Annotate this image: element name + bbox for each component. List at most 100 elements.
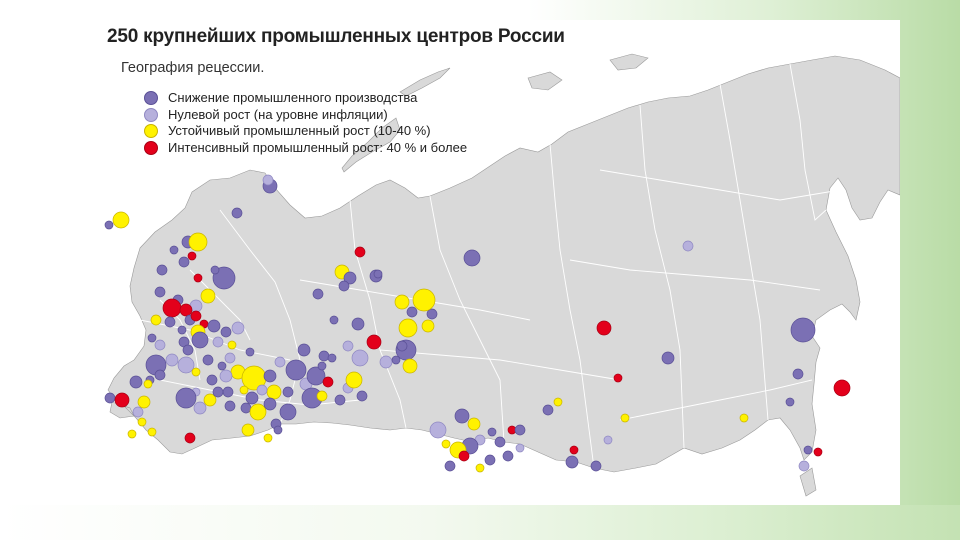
- decline-city-marker: [220, 326, 232, 338]
- steady-growth-city-marker: [127, 429, 137, 439]
- zero-growth-city-marker: [515, 443, 525, 453]
- steady-growth-city-marker: [227, 340, 237, 350]
- decline-city-marker: [514, 424, 526, 436]
- steady-growth-city-marker: [239, 385, 249, 395]
- region-border-line: [189, 269, 251, 341]
- steady-growth-city-marker: [467, 417, 481, 431]
- legend-label: Нулевой рост (на уровне инфляции): [168, 106, 388, 122]
- zero-growth-city-marker: [165, 353, 179, 367]
- decline-city-marker: [463, 249, 481, 267]
- decline-city-marker: [790, 317, 816, 343]
- steady-growth-city-marker: [394, 294, 410, 310]
- decline-city-marker: [565, 455, 579, 469]
- steady-growth-city-marker: [137, 417, 147, 427]
- zero-growth-city-marker: [798, 460, 810, 472]
- decline-city-marker: [338, 280, 350, 292]
- decline-city-marker: [129, 375, 143, 389]
- zero-growth-city-marker: [231, 321, 245, 335]
- decline-city-marker: [245, 391, 259, 405]
- intense-growth-marker-icon: [144, 140, 158, 155]
- decline-city-marker: [396, 340, 408, 352]
- decline-city-marker: [245, 347, 255, 357]
- decline-city-marker: [329, 315, 339, 325]
- decline-city-marker: [279, 403, 297, 421]
- intense-growth-city-marker: [458, 450, 470, 462]
- region-border-line: [349, 199, 407, 429]
- decline-city-marker: [803, 445, 813, 455]
- intense-growth-city-marker: [366, 334, 382, 350]
- decline-city-marker: [297, 343, 311, 357]
- industrial-centers: [104, 174, 851, 473]
- decline-city-marker: [178, 256, 190, 268]
- legend-label: Устойчивый промышленный рост (10-40 %): [168, 123, 431, 138]
- steady-growth-city-marker: [249, 403, 267, 421]
- region-border-line: [599, 169, 841, 201]
- legend-item-steady-growth: Устойчивый промышленный рост (10-40 %): [144, 123, 504, 140]
- region-border-line: [549, 143, 595, 469]
- intense-growth-city-marker: [354, 246, 366, 258]
- map-title: 250 крупнейших промышленных центров Росс…: [107, 26, 565, 47]
- zero-growth-city-marker: [342, 340, 354, 352]
- decline-city-marker: [156, 264, 168, 276]
- zero-growth-city-marker: [224, 352, 236, 364]
- decline-city-marker: [454, 408, 470, 424]
- russia-map: [104, 53, 900, 497]
- legend-item-intense-growth: Интенсивный промышленный рост: 40 % и бо…: [144, 140, 504, 157]
- steady-growth-city-marker: [398, 318, 418, 338]
- intense-growth-city-marker: [114, 392, 130, 408]
- steady-growth-city-marker: [200, 288, 216, 304]
- decline-city-marker: [263, 369, 277, 383]
- intense-growth-city-marker: [184, 432, 196, 444]
- decline-city-marker: [661, 351, 675, 365]
- steady-growth-city-marker: [137, 395, 151, 409]
- decline-city-marker: [207, 319, 221, 333]
- zero-growth-city-marker: [212, 336, 224, 348]
- zero-growth-city-marker: [219, 369, 233, 383]
- zero-growth-city-marker: [429, 421, 447, 439]
- decline-city-marker: [104, 392, 116, 404]
- steady-growth-city-marker: [316, 390, 328, 402]
- steady-growth-city-marker: [620, 413, 630, 423]
- steady-growth-city-marker: [739, 413, 749, 423]
- intense-growth-city-marker: [613, 373, 623, 383]
- region-border-line: [429, 195, 505, 443]
- decline-city-marker: [306, 366, 326, 386]
- region-border-line: [219, 209, 301, 425]
- decline-city-marker: [263, 397, 277, 411]
- decline-city-marker: [154, 369, 166, 381]
- steady-growth-marker-icon: [144, 124, 158, 138]
- background-band: [0, 505, 960, 540]
- steady-growth-city-marker: [150, 314, 162, 326]
- legend-label: Снижение промышленного производства: [168, 90, 418, 105]
- decline-city-marker: [285, 359, 307, 381]
- intense-growth-city-marker: [569, 445, 579, 455]
- steady-growth-city-marker: [441, 439, 451, 449]
- decline-city-marker: [391, 355, 401, 365]
- steady-growth-city-marker: [263, 433, 273, 443]
- region-border-line: [789, 63, 827, 221]
- decline-city-marker: [206, 374, 218, 386]
- decline-city-marker: [334, 394, 346, 406]
- intense-growth-city-marker: [162, 298, 182, 318]
- decline-city-marker: [212, 386, 224, 398]
- legend-item-zero-growth: Нулевой рост (на уровне инфляции): [144, 107, 504, 124]
- decline-city-marker: [792, 368, 804, 380]
- decline-city-marker: [590, 460, 602, 472]
- steady-growth-city-marker: [421, 319, 435, 333]
- zero-growth-city-marker: [154, 339, 166, 351]
- steady-growth-city-marker: [402, 358, 418, 374]
- decline-city-marker: [164, 316, 176, 328]
- decline-city-marker: [182, 344, 194, 356]
- steady-growth-city-marker: [147, 427, 157, 437]
- decline-city-marker: [231, 207, 243, 219]
- decline-city-marker: [147, 333, 157, 343]
- steady-growth-city-marker: [266, 384, 282, 400]
- decline-city-marker: [373, 269, 383, 279]
- zero-growth-city-marker: [274, 356, 286, 368]
- slide: 250 крупнейших промышленных центров Росс…: [100, 20, 900, 505]
- zero-growth-city-marker: [262, 174, 274, 186]
- decline-city-marker: [191, 331, 209, 349]
- decline-city-marker: [356, 390, 368, 402]
- region-border-line: [719, 83, 769, 421]
- decline-city-marker: [224, 400, 236, 412]
